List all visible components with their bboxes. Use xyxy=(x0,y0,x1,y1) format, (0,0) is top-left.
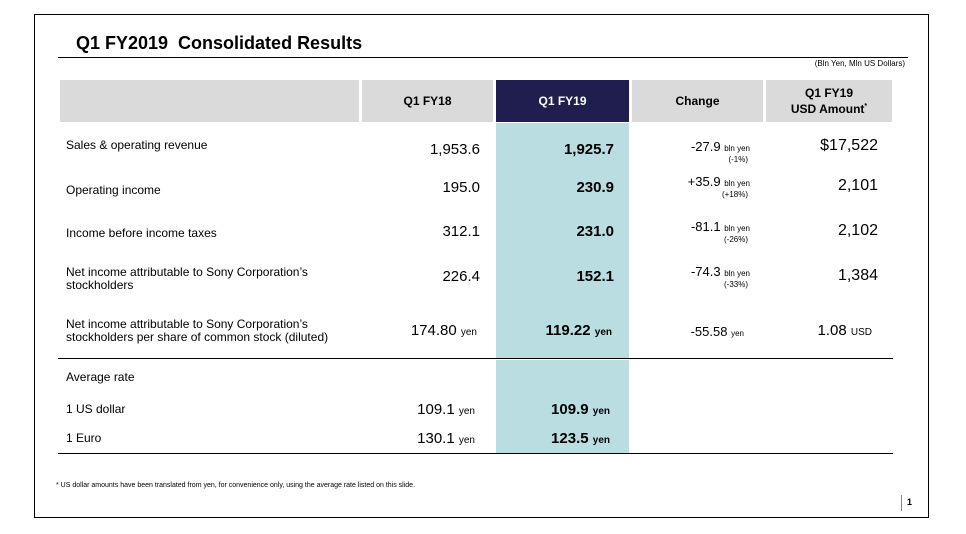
rate-label-euro: 1 Euro xyxy=(66,431,102,445)
fy19-highlight-lower xyxy=(496,360,629,453)
fy18-net-income: 226.4 xyxy=(442,268,480,285)
fy18-eps: 174.80 xyxy=(410,322,457,339)
header-usd-mark: * xyxy=(864,103,868,110)
fy19-highlight-upper xyxy=(496,123,629,358)
page-title: Q1 FY2019 Consolidated Results xyxy=(76,33,363,53)
header-q1fy19: Q1 FY19 xyxy=(496,80,629,122)
header-q1fy18: Q1 FY18 xyxy=(362,80,493,122)
usd-eps: 1.08 xyxy=(817,322,847,339)
row-label-sales: Sales & operating revenue xyxy=(66,138,208,152)
change-net-income-unit: bln yen xyxy=(724,269,750,278)
fy18-operating-income: 195.0 xyxy=(442,179,480,196)
row-label-net-income-line1: Net income attributable to Sony Corporat… xyxy=(66,265,308,279)
change-operating-income-unit: bln yen xyxy=(724,179,750,188)
usd-eps-unit: USD xyxy=(850,327,872,338)
header-usd-line2: USD Amount xyxy=(790,102,865,116)
header-usd-line1: Q1 FY19 xyxy=(804,86,854,100)
fy19-sales: 1,925.7 xyxy=(563,141,614,158)
slide-frame xyxy=(34,14,929,518)
fy19-operating-income: 230.9 xyxy=(576,179,614,196)
usd-sales: $17,522 xyxy=(820,137,878,154)
fy19-eps-unit: yen xyxy=(594,327,612,338)
row-label-eps-line2: stockholders per share of common stock (… xyxy=(66,330,329,344)
change-net-income: -74.3 xyxy=(690,264,721,279)
pct-sales: (-1%) xyxy=(728,155,748,164)
change-income-before-taxes-unit: bln yen xyxy=(724,224,750,233)
rate-label-usd: 1 US dollar xyxy=(66,402,126,416)
usd-income-before-taxes: 2,102 xyxy=(837,222,878,239)
row-label-operating-income: Operating income xyxy=(66,183,161,197)
pct-net-income: (-33%) xyxy=(723,280,748,289)
row-label-net-income: Net income attributable to Sony Corporat… xyxy=(66,266,308,292)
fy19-rate-usd-unit: yen xyxy=(592,406,610,417)
change-operating-income: +35.9 xyxy=(687,174,721,189)
fy18-rate-usd: 109.1 xyxy=(417,401,455,418)
fy18-sales: 1,953.6 xyxy=(429,141,480,158)
row-label-eps: Net income attributable to Sony Corporat… xyxy=(66,318,328,344)
header-usd-amount: Q1 FY19 USD Amount* xyxy=(766,80,892,122)
change-eps: -55.58 xyxy=(690,324,728,339)
fy19-net-income: 152.1 xyxy=(576,268,614,285)
change-sales-unit: bln yen xyxy=(724,144,750,153)
page-number: 1 xyxy=(907,497,913,507)
fy18-income-before-taxes: 312.1 xyxy=(442,223,480,240)
header-blank-cell xyxy=(60,80,359,122)
average-rate-heading: Average rate xyxy=(66,370,135,384)
fy18-rate-euro: 130.1 xyxy=(417,430,455,447)
fy19-income-before-taxes: 231.0 xyxy=(576,223,614,240)
row-label-income-before-taxes: Income before income taxes xyxy=(66,226,217,240)
fy18-rate-usd-unit: yen xyxy=(458,406,475,417)
pct-income-before-taxes: (-26%) xyxy=(723,235,748,244)
footnote: * US dollar amounts have been translated… xyxy=(56,482,416,489)
title-divider xyxy=(58,57,908,58)
fy19-rate-euro-unit: yen xyxy=(592,435,610,446)
change-sales: -27.9 xyxy=(690,139,721,154)
usd-operating-income: 2,101 xyxy=(837,177,878,194)
fy19-rate-euro: 123.5 xyxy=(551,430,589,447)
page-number-divider xyxy=(901,495,902,511)
fy19-eps: 119.22 xyxy=(545,322,591,339)
fy19-rate-usd: 109.9 xyxy=(551,401,589,418)
change-eps-unit: yen xyxy=(731,329,744,338)
fy18-rate-euro-unit: yen xyxy=(458,435,475,446)
fy18-eps-unit: yen xyxy=(460,327,477,338)
header-change: Change xyxy=(632,80,763,122)
table-divider xyxy=(58,358,893,359)
units-note: (Bln Yen, Mln US Dollars) xyxy=(814,59,905,68)
row-label-eps-line1: Net income attributable to Sony Corporat… xyxy=(66,317,308,331)
table-bottom-rule xyxy=(58,453,893,454)
change-income-before-taxes: -81.1 xyxy=(690,219,721,234)
usd-net-income: 1,384 xyxy=(837,267,878,284)
pct-operating-income: (+18%) xyxy=(721,190,748,199)
row-label-net-income-line2: stockholders xyxy=(66,278,134,292)
